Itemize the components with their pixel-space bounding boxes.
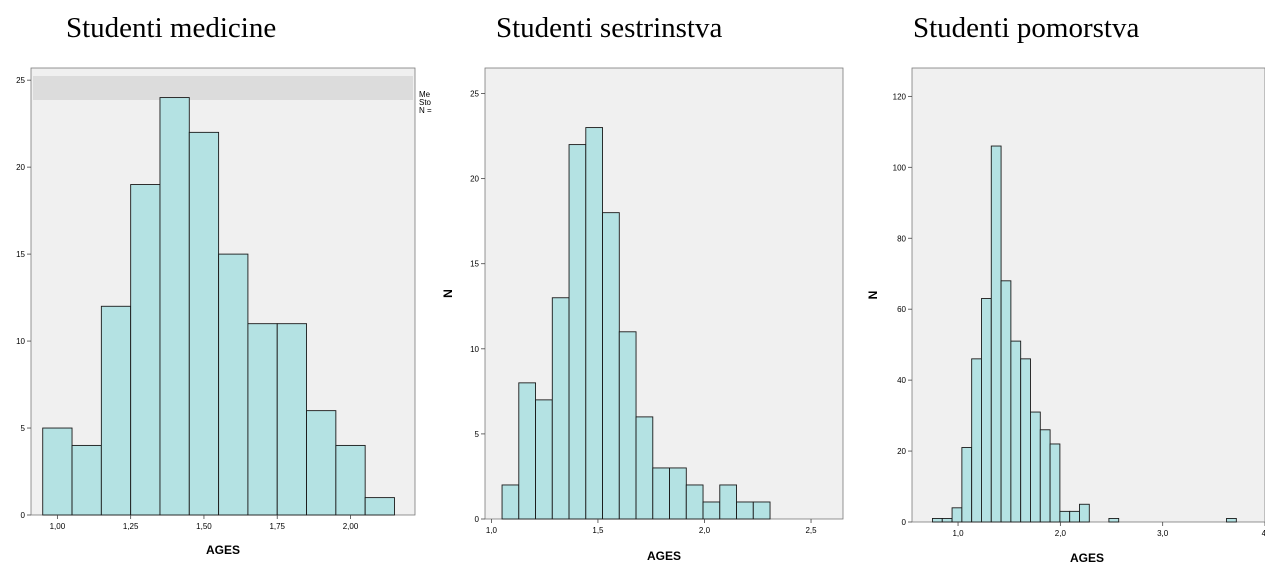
chart-title-medicine: Studenti medicine xyxy=(66,12,277,44)
histogram-bar xyxy=(1039,429,1051,523)
histogram-bar xyxy=(1020,358,1031,523)
plot-area xyxy=(911,67,1265,523)
histogram-bar xyxy=(1069,510,1080,523)
y-tick-label: 100 xyxy=(893,163,907,172)
x-tick-label: 2,0 xyxy=(699,526,711,535)
histogram-bar xyxy=(736,501,754,520)
histogram-bar xyxy=(1108,518,1120,523)
x-axis-label: AGES xyxy=(206,543,240,557)
x-tick-label: 3,0 xyxy=(1157,529,1169,538)
y-tick-label: 0 xyxy=(21,511,26,520)
histogram-bar xyxy=(364,497,395,516)
histogram-bar xyxy=(1049,443,1061,523)
histogram-bar xyxy=(335,444,366,516)
histogram-bar xyxy=(551,297,570,520)
histogram-bar xyxy=(247,323,278,516)
legend-text: Sto xyxy=(419,98,432,107)
histogram-bar xyxy=(1059,510,1071,523)
x-axis-label: AGES xyxy=(1070,551,1104,565)
chart-panel-2: 0 5 10 15 20 25 1,0 1,5 2,0 2,5 AGES N xyxy=(441,67,844,563)
histogram-bar xyxy=(719,484,737,520)
y-tick-label: 20 xyxy=(897,447,906,456)
y-tick-label: 20 xyxy=(16,163,25,172)
y-tick-label: 40 xyxy=(897,376,906,385)
x-tick-label: 2,5 xyxy=(805,526,817,535)
histogram-bar xyxy=(752,501,771,520)
histogram-bar xyxy=(585,127,603,520)
histogram-bar xyxy=(1030,411,1041,523)
histogram-bar xyxy=(971,358,982,523)
y-tick-label: 80 xyxy=(897,234,906,243)
histogram-bar xyxy=(130,184,161,516)
histogram-bar xyxy=(518,382,536,520)
histogram-bar xyxy=(71,444,102,516)
histogram-bar xyxy=(669,467,687,520)
histogram-bar xyxy=(990,145,1002,523)
x-tick-label: 1,5 xyxy=(592,526,604,535)
y-tick-label: 10 xyxy=(470,345,479,354)
histogram-bar xyxy=(652,467,670,520)
legend-text: N = xyxy=(419,106,432,115)
y-tick-label: 0 xyxy=(902,518,907,527)
y-tick-label: 15 xyxy=(470,260,479,269)
x-axis-label: AGES xyxy=(647,549,681,563)
histogram-bar xyxy=(306,410,337,516)
y-tick-label: 5 xyxy=(475,430,480,439)
y-tick-label: 120 xyxy=(893,92,907,101)
x-tick-label: 1,50 xyxy=(196,522,212,531)
histogram-bar xyxy=(961,447,973,523)
chart-title-pomorstva: Studenti pomorstva xyxy=(913,12,1140,44)
legend-text: Me xyxy=(419,90,431,99)
x-tick-label: 4, xyxy=(1262,529,1265,538)
x-tick-label: 1,0 xyxy=(952,529,964,538)
histogram-bar xyxy=(702,501,721,520)
y-tick-label: 15 xyxy=(16,250,25,259)
histogram-bar xyxy=(1226,518,1237,523)
y-axis-label: N xyxy=(866,291,880,300)
y-tick-label: 20 xyxy=(470,175,479,184)
histogram-bar xyxy=(535,399,553,520)
histogram-bar xyxy=(981,298,992,523)
x-tick-label: 2,0 xyxy=(1055,529,1067,538)
histogram-bar xyxy=(501,484,520,520)
histogram-bar xyxy=(218,253,249,516)
y-tick-label: 25 xyxy=(470,90,479,99)
x-tick-label: 1,0 xyxy=(486,526,498,535)
histogram-bar xyxy=(42,427,73,516)
x-tick-label: 1,25 xyxy=(123,522,139,531)
histogram-bar xyxy=(568,144,587,520)
y-tick-label: 25 xyxy=(16,76,25,85)
histogram-bar xyxy=(941,518,953,523)
x-tick-label: 1,75 xyxy=(269,522,285,531)
histogram-bar xyxy=(1000,280,1012,523)
histogram-bar xyxy=(602,212,620,520)
chart-title-sestrinstva: Studenti sestrinstva xyxy=(496,12,723,44)
histogram-bar xyxy=(618,331,637,520)
y-tick-label: 60 xyxy=(897,305,906,314)
histogram-bar xyxy=(159,97,190,516)
x-tick-label: 1,00 xyxy=(50,522,66,531)
histogram-bar xyxy=(685,484,704,520)
y-tick-label: 10 xyxy=(16,337,25,346)
histogram-bar xyxy=(635,416,654,520)
histogram-bar xyxy=(1010,340,1022,523)
histogram-bar xyxy=(188,131,220,516)
y-tick-label: 5 xyxy=(21,424,26,433)
y-axis-label: N xyxy=(441,289,455,298)
y-tick-label: 0 xyxy=(475,515,480,524)
x-tick-label: 2,00 xyxy=(343,522,359,531)
histogram-bar xyxy=(951,507,963,523)
legend-band xyxy=(33,76,413,100)
chart-panel-3: 0 20 40 60 80 100 120 1,0 2,0 3,0 4, AGES N xyxy=(866,67,1265,565)
histogram-bar xyxy=(1079,503,1090,523)
histogram-bar xyxy=(100,305,132,516)
histogram-bar xyxy=(276,323,307,516)
histogram-bar xyxy=(932,518,943,523)
